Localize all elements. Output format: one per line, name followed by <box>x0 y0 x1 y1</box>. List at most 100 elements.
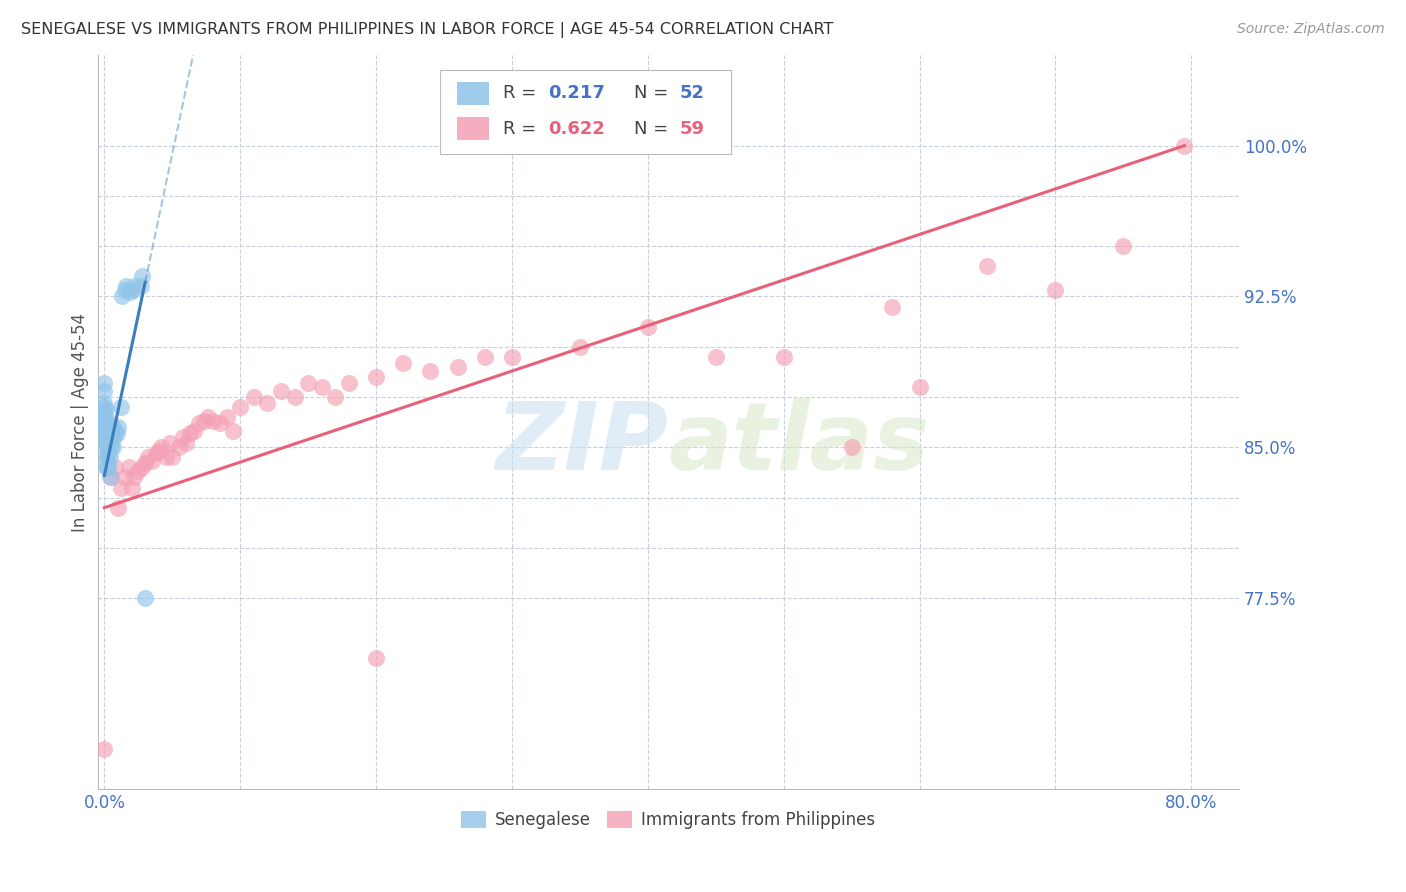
Point <box>110 481 132 495</box>
Point <box>134 457 156 471</box>
Point <box>637 319 659 334</box>
Point <box>104 424 127 438</box>
Point <box>908 380 931 394</box>
Point <box>96 440 118 454</box>
Point <box>229 400 252 414</box>
Point <box>134 591 156 606</box>
Text: Source: ZipAtlas.com: Source: ZipAtlas.com <box>1237 22 1385 37</box>
Point <box>101 440 124 454</box>
Point <box>150 440 173 454</box>
Point <box>162 450 184 465</box>
Point <box>392 356 415 370</box>
Text: 52: 52 <box>679 85 704 103</box>
Point <box>446 359 468 374</box>
Point <box>121 481 143 495</box>
Point <box>94 440 117 454</box>
Point <box>93 420 115 434</box>
Point <box>110 400 132 414</box>
Point <box>97 446 120 460</box>
Point <box>222 424 245 438</box>
Point <box>93 430 115 444</box>
Point <box>122 284 145 298</box>
Point <box>364 370 387 384</box>
Point <box>114 470 136 484</box>
Point <box>104 460 127 475</box>
Point <box>159 436 181 450</box>
Point <box>93 400 115 414</box>
Point <box>107 500 129 515</box>
Point <box>284 390 307 404</box>
Point <box>94 450 117 465</box>
Point <box>122 470 145 484</box>
Point <box>101 420 124 434</box>
Point <box>474 350 496 364</box>
Point <box>131 460 153 475</box>
Point <box>197 410 219 425</box>
Point <box>976 260 998 274</box>
Point <box>323 390 346 404</box>
Point <box>93 384 115 398</box>
Point <box>188 416 211 430</box>
Y-axis label: In Labor Force | Age 45-54: In Labor Force | Age 45-54 <box>72 313 89 532</box>
Point <box>93 416 115 430</box>
Point <box>93 396 115 410</box>
Point <box>772 350 794 364</box>
Point <box>174 436 197 450</box>
Point <box>94 424 117 438</box>
Point <box>136 450 159 465</box>
Point <box>501 350 523 364</box>
Text: SENEGALESE VS IMMIGRANTS FROM PHILIPPINES IN LABOR FORCE | AGE 45-54 CORRELATION: SENEGALESE VS IMMIGRANTS FROM PHILIPPINE… <box>21 22 834 38</box>
Point <box>94 402 117 417</box>
Point <box>94 460 117 475</box>
Text: atlas: atlas <box>668 398 929 491</box>
Point <box>568 340 591 354</box>
Point <box>97 434 120 449</box>
FancyBboxPatch shape <box>440 70 731 154</box>
Point <box>172 430 194 444</box>
Point <box>297 376 319 390</box>
Point <box>202 414 225 428</box>
Point <box>419 364 441 378</box>
Text: ZIP: ZIP <box>495 398 668 491</box>
Point <box>704 350 727 364</box>
Point <box>98 450 121 465</box>
Point <box>141 454 163 468</box>
Text: R =: R = <box>503 120 541 137</box>
Point <box>145 446 167 460</box>
Point <box>96 460 118 475</box>
Point <box>96 428 118 442</box>
Point <box>96 434 118 449</box>
Text: 0.217: 0.217 <box>548 85 605 103</box>
Point <box>311 380 333 394</box>
Point <box>215 410 238 425</box>
Bar <box>457 81 489 105</box>
Point <box>93 742 115 756</box>
Point <box>114 284 136 298</box>
Legend: Senegalese, Immigrants from Philippines: Senegalese, Immigrants from Philippines <box>454 805 882 836</box>
Point <box>96 420 118 434</box>
Point <box>107 420 129 434</box>
Point <box>93 404 115 418</box>
Point <box>179 426 201 441</box>
Point <box>98 424 121 438</box>
Text: 0.622: 0.622 <box>548 120 605 137</box>
Point <box>94 414 117 428</box>
Point <box>98 470 121 484</box>
Point <box>337 376 360 390</box>
Point <box>1173 138 1195 153</box>
Point <box>183 424 205 438</box>
Point <box>111 289 134 303</box>
Point <box>155 450 177 465</box>
Point <box>94 428 117 442</box>
Point <box>882 300 904 314</box>
Point <box>193 414 215 428</box>
Text: N =: N = <box>634 120 673 137</box>
Point <box>94 434 117 449</box>
Point <box>100 430 122 444</box>
Point <box>94 420 117 434</box>
Point <box>105 426 128 441</box>
Point <box>93 424 115 438</box>
Point <box>100 440 122 454</box>
Point <box>148 444 170 458</box>
Point <box>118 460 141 475</box>
